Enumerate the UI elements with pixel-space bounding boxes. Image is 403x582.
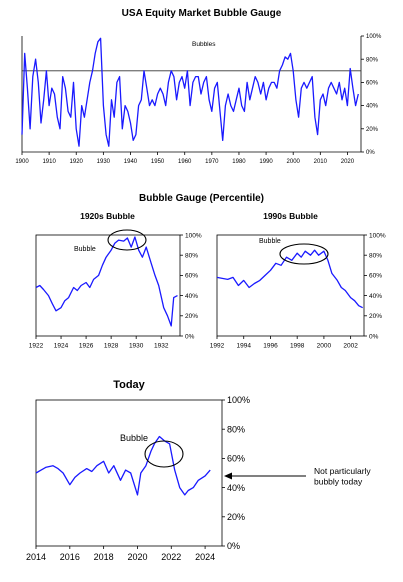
today-y-tick-label: 60% [227, 454, 245, 464]
today-callout-text-line2: bubbly today [314, 477, 363, 487]
today-x-tick-label: 2018 [94, 552, 114, 562]
today-bubble-ellipse [144, 440, 184, 468]
p1990-y-tick-label: 20% [369, 313, 382, 320]
p1990-x-tick-label: 1994 [236, 343, 251, 350]
p1920-y-tick-label: 20% [185, 313, 198, 320]
main-x-tick-label: 1990 [259, 159, 273, 165]
p1920-bubble-chart: 0% 20% 40% 60% 80% 100% 1922 1924 1926 1928 1930 19… [29, 229, 202, 350]
today-callout-text-line1: Not particularly [314, 466, 371, 476]
main-x-tick-label: 1980 [232, 159, 246, 165]
main-bubble-gauge-chart: 0% 20% 40% 60% 80% 100% 1900 1910 1920 1930 1940 19… [15, 34, 382, 165]
main-y-tick-label: 60% [366, 81, 379, 87]
today-x-tick-label: 2016 [60, 552, 80, 562]
main-x-tick-label: 2010 [314, 159, 328, 165]
p1990-bubble-chart: 0% 20% 40% 60% 80% 100% 1992 1994 1996 1998 2000 20… [210, 232, 386, 350]
today-callout-arrowhead [224, 472, 232, 480]
today-y-tick-label: 20% [227, 512, 245, 522]
main-y-tick-label: 80% [366, 57, 379, 63]
today-y-tick-label: 80% [227, 424, 245, 434]
main-x-tick-label: 2000 [287, 159, 301, 165]
main-x-tick-label: 1970 [205, 159, 219, 165]
today-x-tick-label: 2014 [26, 552, 46, 562]
main-annotation-label: Bubbles [192, 41, 216, 48]
p1990-chart-title: 1990s Bubble [263, 211, 318, 221]
today-x-tick-label: 2024 [195, 552, 215, 562]
p1990-x-tick-label: 2000 [317, 343, 332, 350]
p1920-annotation-label: Bubble [74, 246, 96, 253]
main-x-tick-label: 2020 [341, 159, 355, 165]
p1990-y-tick-label: 0% [369, 333, 379, 340]
main-y-tick-label: 100% [366, 34, 382, 40]
main-y-tick-label: 20% [366, 127, 379, 133]
p1920-x-tick-label: 1926 [79, 343, 94, 350]
p1920-series-line [35, 236, 178, 327]
main-x-tick-label: 1920 [70, 159, 84, 165]
today-annotation-label: Bubble [120, 433, 148, 443]
p1990-y-tick-label: 80% [369, 252, 382, 259]
p1920-x-tick-label: 1930 [129, 343, 144, 350]
p1920-chart-title: 1920s Bubble [80, 211, 135, 221]
p1920-y-tick-label: 60% [185, 273, 198, 280]
p1920-y-tick-label: 100% [185, 232, 202, 239]
p1920-plot-frame [35, 234, 181, 337]
p1920-y-tick-label: 80% [185, 252, 198, 259]
p1990-x-tick-label: 1992 [210, 343, 225, 350]
p1990-y-tick-label: 40% [369, 293, 382, 300]
today-bubble-chart: 0% 20% 40% 60% 80% 100% 2014 2016 2018 2020 2022 20… [26, 395, 371, 562]
p1920-bubble-ellipse [107, 229, 147, 251]
main-x-tick-label: 1930 [97, 159, 111, 165]
p1990-y-tick-label: 60% [369, 273, 382, 280]
p1990-y-tick-label: 100% [369, 232, 386, 239]
percentile-group-title: Bubble Gauge (Percentile) [138, 193, 265, 204]
main-x-tick-label: 1900 [15, 159, 29, 165]
today-plot-frame [35, 399, 223, 547]
p1920-x-tick-label: 1922 [29, 343, 44, 350]
p1920-x-tick-label: 1928 [104, 343, 119, 350]
today-series-line [35, 435, 211, 496]
p1920-x-tick-label: 1932 [154, 343, 169, 350]
today-y-tick-label: 40% [227, 483, 245, 493]
today-y-tick-label: 100% [227, 395, 250, 405]
p1990-plot-frame [216, 234, 365, 337]
today-x-tick-label: 2020 [127, 552, 147, 562]
p1920-x-tick-label: 1924 [54, 343, 69, 350]
p1920-y-tick-label: 0% [185, 333, 195, 340]
main-chart-title: USA Equity Market Bubble Gauge [121, 8, 282, 19]
p1990-series-line [216, 249, 363, 309]
p1990-x-tick-label: 1998 [290, 343, 305, 350]
main-y-tick-label: 0% [366, 150, 375, 156]
p1990-bubble-ellipse [279, 243, 329, 265]
main-x-tick-label: 1940 [124, 159, 138, 165]
main-x-tick-label: 1950 [151, 159, 165, 165]
today-chart-title: Today [113, 379, 145, 391]
today-x-tick-label: 2022 [161, 552, 181, 562]
p1990-x-tick-label: 1996 [263, 343, 278, 350]
main-series-line [21, 37, 359, 147]
main-y-tick-label: 40% [366, 104, 379, 110]
today-y-tick-label: 0% [227, 541, 240, 551]
main-x-tick-label: 1910 [42, 159, 56, 165]
p1990-x-tick-label: 2002 [343, 343, 358, 350]
p1990-annotation-label: Bubble [259, 238, 281, 245]
main-x-tick-label: 1960 [178, 159, 192, 165]
p1920-y-tick-label: 40% [185, 293, 198, 300]
